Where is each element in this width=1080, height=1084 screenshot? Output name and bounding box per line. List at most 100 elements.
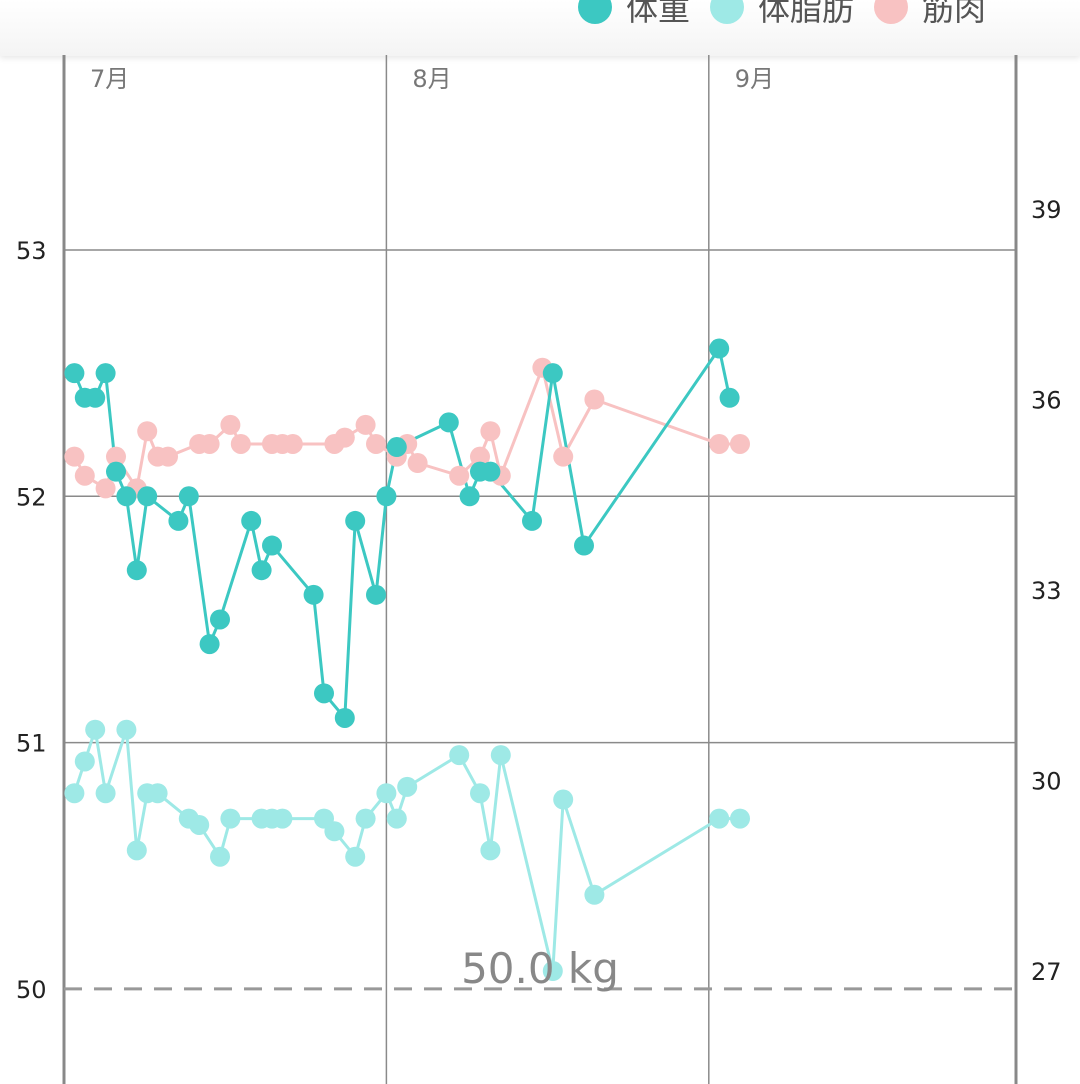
legend-item-weight[interactable]: 体重	[577, 0, 690, 30]
point-weight-13[interactable]	[251, 560, 272, 581]
point-weight-10[interactable]	[199, 634, 220, 655]
left-tick-label: 52	[16, 483, 47, 511]
point-bodyfat-18[interactable]	[355, 808, 376, 829]
point-weight-12[interactable]	[241, 510, 262, 531]
point-bodyfat-19[interactable]	[376, 783, 397, 804]
right-tick-label: 30	[1031, 768, 1062, 796]
point-weight-3[interactable]	[95, 363, 116, 384]
legend-item-bodyfat[interactable]: 体脂肪	[709, 0, 854, 30]
point-bodyfat-16[interactable]	[324, 821, 345, 842]
point-weight-8[interactable]	[168, 510, 189, 531]
point-bodyfat-14[interactable]	[272, 808, 293, 829]
point-bodyfat-7[interactable]	[147, 783, 168, 804]
point-bodyfat-30[interactable]	[730, 808, 750, 829]
point-weight-21[interactable]	[386, 437, 407, 458]
point-bodyfat-9[interactable]	[189, 814, 210, 835]
point-weight-7[interactable]	[137, 486, 158, 507]
right-tick-label: 27	[1031, 958, 1062, 986]
legend-label-muscle: 筋肉	[921, 0, 986, 28]
point-weight-5[interactable]	[116, 486, 137, 507]
point-weight-25[interactable]	[480, 461, 501, 482]
point-muscle-22[interactable]	[449, 465, 470, 486]
point-weight-27[interactable]	[542, 363, 563, 384]
chart-legend: 体重 体脂肪 筋肉	[558, 0, 986, 30]
series-line-weight	[73, 347, 732, 720]
point-bodyfat-3[interactable]	[95, 783, 116, 804]
point-muscle-24[interactable]	[480, 421, 501, 442]
point-bodyfat-29[interactable]	[709, 808, 730, 829]
grid	[62, 55, 1018, 1084]
point-muscle-1[interactable]	[74, 465, 95, 486]
point-muscle-10[interactable]	[220, 414, 241, 435]
point-muscle-21[interactable]	[407, 453, 428, 473]
point-bodyfat-0[interactable]	[64, 783, 85, 804]
point-muscle-2[interactable]	[95, 478, 116, 499]
point-bodyfat-22[interactable]	[449, 745, 470, 766]
point-weight-2[interactable]	[85, 387, 106, 408]
month-label: 9月	[735, 65, 774, 93]
point-muscle-17[interactable]	[355, 414, 376, 435]
point-bodyfat-25[interactable]	[490, 745, 511, 766]
point-weight-28[interactable]	[574, 535, 594, 556]
point-bodyfat-26[interactable]	[542, 961, 563, 981]
point-muscle-23[interactable]	[470, 446, 490, 467]
series-line-bodyfat	[72, 728, 740, 973]
point-weight-19[interactable]	[366, 584, 386, 605]
point-weight-23[interactable]	[459, 486, 480, 507]
point-weight-22[interactable]	[438, 412, 459, 433]
point-muscle-9[interactable]	[199, 433, 220, 454]
point-weight-6[interactable]	[126, 560, 147, 581]
point-bodyfat-10[interactable]	[210, 846, 230, 867]
left-tick-label: 53	[16, 237, 47, 265]
point-bodyfat-5[interactable]	[126, 840, 147, 861]
point-weight-4[interactable]	[106, 461, 126, 482]
point-bodyfat-11[interactable]	[220, 808, 241, 829]
legend-label-weight: 体重	[625, 0, 690, 28]
axis-labels: 53 52 51 50 39 36 33 30 27 7月 8月 9月 50.0 kg	[16, 65, 1062, 1004]
point-weight-30[interactable]	[719, 387, 740, 408]
point-weight-14[interactable]	[262, 535, 282, 556]
point-muscle-7[interactable]	[158, 446, 178, 467]
month-label: 8月	[412, 65, 451, 93]
point-muscle-29[interactable]	[709, 433, 730, 454]
month-label: 7月	[90, 65, 129, 93]
point-weight-0[interactable]	[64, 363, 85, 384]
point-bodyfat-21[interactable]	[397, 776, 418, 797]
point-weight-11[interactable]	[210, 609, 230, 630]
point-muscle-3[interactable]	[106, 446, 126, 467]
left-tick-label: 51	[16, 730, 47, 758]
series-line-muscle	[73, 366, 740, 490]
point-muscle-0[interactable]	[64, 446, 85, 467]
point-weight-16[interactable]	[314, 683, 334, 704]
point-bodyfat-17[interactable]	[345, 846, 366, 867]
point-bodyfat-23[interactable]	[470, 783, 490, 804]
point-weight-9[interactable]	[178, 486, 199, 507]
legend-bar: 体重 体脂肪 筋肉	[0, 0, 1080, 56]
point-bodyfat-24[interactable]	[480, 840, 501, 861]
point-muscle-5[interactable]	[137, 421, 158, 442]
point-muscle-28[interactable]	[584, 389, 605, 410]
point-bodyfat-2[interactable]	[85, 719, 106, 740]
point-muscle-14[interactable]	[282, 433, 303, 454]
point-muscle-27[interactable]	[553, 446, 574, 467]
point-weight-26[interactable]	[522, 510, 542, 531]
point-weight-29[interactable]	[709, 338, 730, 359]
point-muscle-11[interactable]	[230, 433, 251, 454]
point-weight-18[interactable]	[345, 510, 366, 531]
point-muscle-16[interactable]	[334, 427, 355, 448]
point-weight-20[interactable]	[376, 486, 397, 507]
point-bodyfat-4[interactable]	[116, 719, 137, 740]
point-bodyfat-27[interactable]	[553, 789, 574, 810]
point-bodyfat-1[interactable]	[74, 751, 95, 772]
point-muscle-30[interactable]	[730, 433, 750, 454]
point-muscle-18[interactable]	[366, 433, 386, 454]
point-bodyfat-20[interactable]	[386, 808, 407, 829]
legend-label-bodyfat: 体脂肪	[757, 0, 854, 28]
right-tick-label: 33	[1031, 577, 1062, 605]
legend-item-muscle[interactable]: 筋肉	[873, 0, 986, 30]
right-tick-label: 36	[1031, 387, 1062, 415]
point-bodyfat-28[interactable]	[584, 884, 605, 905]
point-weight-15[interactable]	[303, 584, 324, 605]
point-weight-17[interactable]	[334, 707, 355, 728]
